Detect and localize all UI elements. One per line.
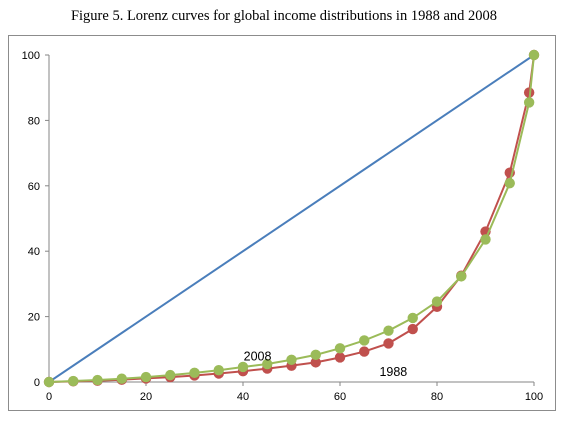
data-point-2008	[480, 234, 491, 245]
data-point-2008	[116, 373, 127, 384]
series-line-1988	[48, 54, 535, 383]
data-point-2008	[528, 49, 540, 61]
y-tick-label: 60	[28, 181, 40, 193]
data-point-2008	[262, 358, 273, 370]
data-point-2008	[431, 296, 443, 307]
series-annotation: 1988	[379, 365, 407, 379]
x-tick-label: 20	[140, 391, 152, 403]
x-tick-label: 80	[431, 391, 443, 403]
data-point-1988	[310, 357, 321, 368]
data-point-2008	[213, 365, 224, 376]
data-point-2008	[334, 343, 346, 354]
data-point-2008	[407, 312, 418, 324]
chart-frame	[8, 35, 556, 411]
data-point-2008	[189, 367, 200, 379]
chart-title: Figure 5. Lorenz curves for global incom…	[70, 8, 498, 24]
data-point-2008	[43, 376, 55, 388]
data-point-2008	[140, 371, 152, 383]
y-tick-label: 100	[22, 50, 40, 62]
x-tick-label: 0	[46, 391, 52, 403]
data-point-1988	[383, 338, 394, 349]
x-tick-label: 60	[334, 391, 346, 403]
data-point-2008	[237, 361, 249, 373]
data-point-1988	[359, 346, 370, 357]
data-point-2008	[456, 271, 467, 282]
data-point-2008	[359, 335, 370, 346]
y-tick-label: 40	[28, 246, 40, 258]
data-point-2008	[92, 374, 103, 386]
y-tick-label: 0	[34, 377, 40, 389]
data-point-2008	[383, 325, 394, 336]
data-point-1988	[407, 323, 418, 335]
data-point-2008	[504, 177, 515, 189]
data-point-1988	[334, 352, 346, 363]
x-tick-label: 100	[525, 391, 543, 403]
data-point-2008	[310, 349, 321, 361]
data-point-2008	[523, 97, 535, 108]
data-point-2008	[68, 375, 79, 387]
y-tick-label: 80	[28, 115, 40, 127]
equality-line	[48, 54, 535, 383]
y-tick-label: 20	[28, 312, 40, 324]
x-tick-label: 40	[237, 391, 249, 403]
series-line-2008	[48, 54, 535, 383]
series-annotation: 2008	[244, 350, 272, 364]
data-point-2008	[286, 354, 297, 365]
data-point-2008	[165, 369, 176, 381]
